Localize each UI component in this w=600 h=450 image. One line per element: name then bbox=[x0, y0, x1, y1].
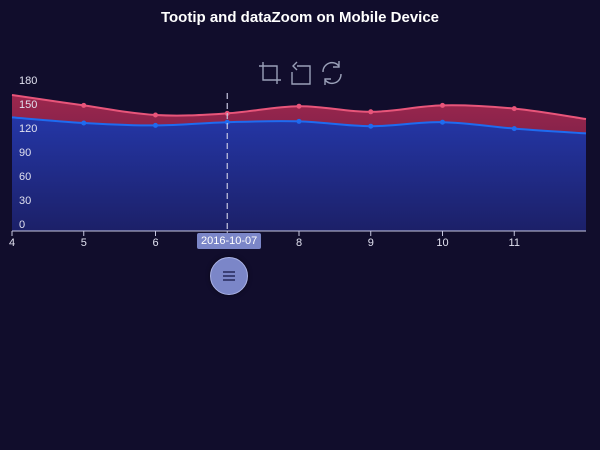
x-tick-label: 9 bbox=[368, 237, 374, 249]
y-tick-label: 0 bbox=[19, 219, 25, 231]
x-tick-label: 11 bbox=[509, 237, 520, 249]
y-tick-label: 120 bbox=[19, 123, 37, 135]
series-1-point bbox=[224, 119, 230, 125]
x-tick-label: 6 bbox=[152, 237, 158, 249]
y-tick-label: 90 bbox=[19, 147, 31, 159]
series-1-point bbox=[511, 126, 517, 132]
y-tick-label: 150 bbox=[19, 99, 37, 111]
series-0-point bbox=[511, 106, 517, 112]
series-1-point bbox=[440, 119, 445, 125]
series-0-point bbox=[368, 109, 374, 115]
series-1-point bbox=[153, 122, 158, 128]
x-tick-label: 5 bbox=[81, 237, 87, 249]
y-tick-label: 30 bbox=[19, 195, 31, 207]
series-1-area bbox=[12, 117, 586, 231]
zoom-reset-icon[interactable] bbox=[288, 60, 314, 86]
series-0-point bbox=[81, 102, 87, 108]
series-0-point bbox=[440, 102, 445, 108]
series-1-point bbox=[368, 123, 374, 129]
series-1-point bbox=[296, 118, 302, 124]
series-0-point bbox=[296, 103, 302, 109]
zoom-handle[interactable] bbox=[210, 257, 248, 295]
x-tick-label: 8 bbox=[296, 237, 302, 249]
chart-title: Tootip and dataZoom on Mobile Device bbox=[160, 9, 440, 26]
handle-grip-icon bbox=[223, 269, 235, 283]
series-1-point bbox=[81, 120, 87, 126]
x-tick-label: 4 bbox=[9, 237, 15, 249]
axis-pointer-label: 2016-10-07 bbox=[197, 233, 262, 249]
restore-icon[interactable] bbox=[319, 60, 345, 86]
toolbox bbox=[257, 60, 347, 88]
y-tick-label: 60 bbox=[19, 171, 31, 183]
series-0-point bbox=[153, 112, 158, 118]
y-tick-label: 180 bbox=[19, 75, 37, 87]
data-zoom-icon[interactable] bbox=[257, 60, 283, 86]
x-tick-label: 10 bbox=[436, 237, 448, 249]
